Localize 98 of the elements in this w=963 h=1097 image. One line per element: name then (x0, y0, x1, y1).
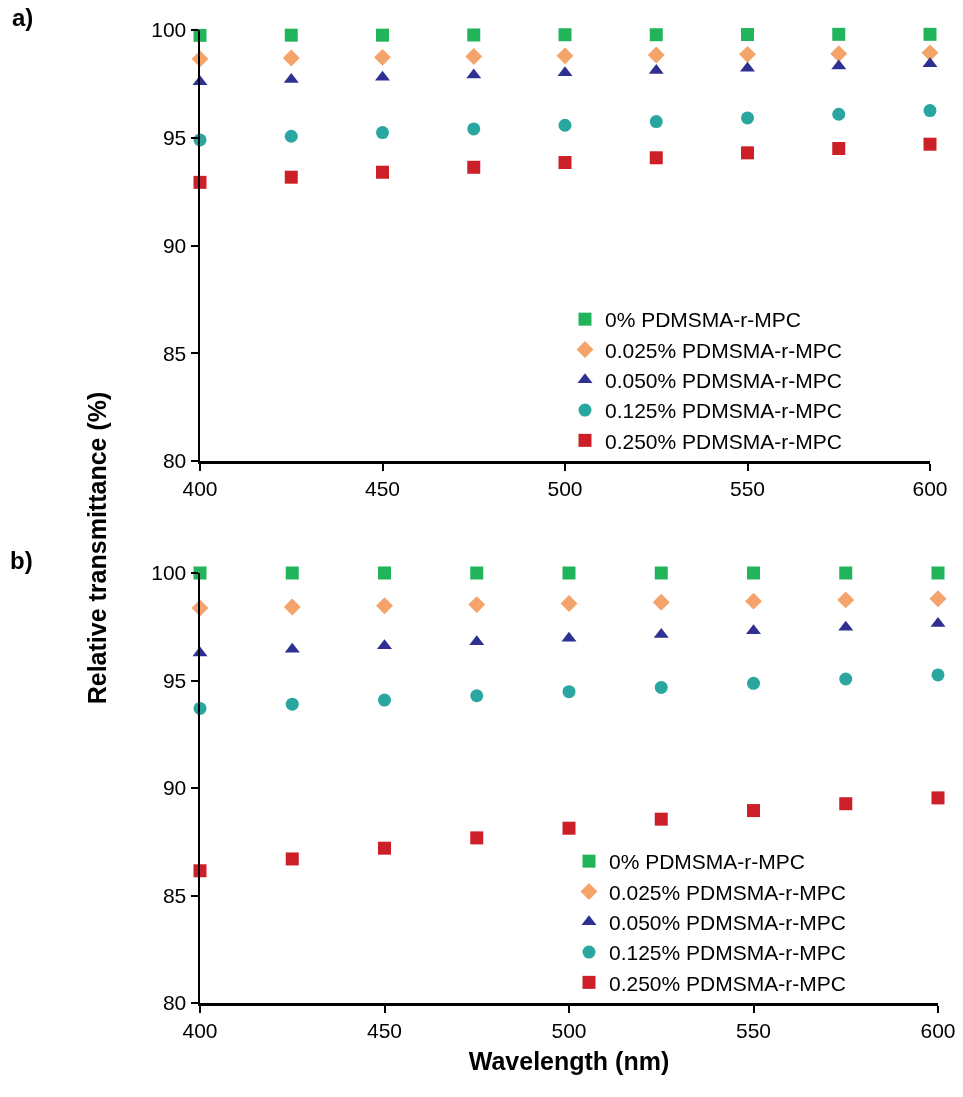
point (376, 597, 393, 615)
point (285, 566, 299, 580)
point (923, 27, 937, 41)
x-tick-label: 550 (729, 476, 766, 500)
point (467, 28, 481, 42)
point (285, 852, 299, 866)
point (747, 566, 760, 580)
point (652, 593, 670, 611)
point (467, 122, 481, 136)
point (468, 596, 486, 614)
point (562, 685, 576, 699)
point (747, 804, 760, 818)
y-tick-label: 90 (162, 233, 187, 257)
point (378, 566, 391, 580)
point (839, 566, 853, 580)
point (376, 126, 389, 140)
point (931, 566, 945, 580)
point (467, 160, 481, 174)
point (284, 129, 298, 143)
point (562, 821, 576, 835)
legend-label: 0.125% PDMSMA-r-MPC (605, 399, 842, 423)
text: a) (12, 4, 34, 31)
x-tick-label: 450 (366, 1018, 403, 1042)
point (647, 46, 665, 64)
point (558, 156, 572, 170)
legend-label: 0.250% PDMSMA-r-MPC (605, 429, 842, 453)
point (470, 831, 484, 845)
point (923, 137, 937, 151)
legend-label: 0.025% PDMSMA-r-MPC (609, 880, 846, 904)
x-tick-label: 500 (551, 1018, 587, 1042)
point (931, 668, 945, 682)
point (832, 27, 846, 41)
x-tick-label: 600 (920, 1018, 956, 1042)
point (378, 693, 391, 707)
point (284, 28, 298, 42)
point (374, 48, 391, 66)
x-tick-label: 600 (912, 476, 948, 500)
point (739, 45, 756, 63)
point (921, 44, 939, 62)
y-tick-label: 80 (162, 449, 187, 473)
point (654, 812, 668, 826)
point (376, 28, 389, 42)
point (283, 598, 301, 616)
point (378, 841, 391, 855)
point (839, 672, 853, 686)
y-tick-label: 90 (162, 776, 187, 800)
x-tick-label: 500 (547, 476, 583, 500)
point (745, 592, 762, 610)
legend-label: 0.250% PDMSMA-r-MPC (609, 971, 846, 995)
point (741, 111, 754, 125)
point (376, 165, 389, 179)
point (470, 566, 484, 580)
text: b) (10, 547, 33, 574)
point (282, 49, 300, 67)
y-axis-title: Relative transmittance (%) (82, 391, 112, 705)
point (649, 115, 663, 129)
point (929, 590, 947, 608)
point (747, 676, 760, 690)
y-tick-label: 100 (151, 561, 187, 585)
x-tick-label: 450 (364, 476, 401, 500)
y-tick-label: 100 (151, 18, 187, 42)
x-axis-title: Wavelength (nm) (468, 1046, 670, 1075)
point (465, 48, 483, 65)
point (832, 107, 846, 121)
legend-label: 0% PDMSMA-r-MPC (609, 850, 806, 874)
point (654, 680, 668, 694)
point (285, 697, 299, 711)
point (649, 151, 663, 165)
legend-label: 0% PDMSMA-r-MPC (605, 308, 802, 332)
point (830, 45, 848, 63)
y-tick-label: 85 (162, 341, 187, 365)
point (556, 47, 574, 65)
y-tick-label: 95 (162, 668, 187, 692)
legend-label: 0.050% PDMSMA-r-MPC (609, 910, 846, 934)
legend-label: 0.125% PDMSMA-r-MPC (609, 941, 846, 965)
point (741, 146, 754, 160)
y-tick-label: 85 (162, 883, 187, 907)
point (741, 28, 754, 42)
point (837, 591, 855, 609)
point (558, 28, 572, 42)
point (931, 791, 945, 805)
point (832, 142, 846, 156)
x-tick-label: 400 (182, 476, 218, 500)
y-tick-label: 80 (162, 991, 187, 1015)
y-tick-label: 95 (162, 126, 187, 150)
x-tick-label: 400 (182, 1018, 218, 1042)
x-tick-label: 550 (735, 1018, 772, 1042)
point (558, 118, 572, 132)
point (560, 595, 578, 612)
point (654, 566, 668, 580)
point (649, 28, 663, 42)
point (470, 689, 484, 703)
point (923, 104, 937, 118)
legend-label: 0.025% PDMSMA-r-MPC (605, 338, 842, 362)
point (839, 797, 853, 811)
legend-label: 0.050% PDMSMA-r-MPC (605, 368, 842, 392)
point (562, 566, 576, 580)
point (284, 170, 298, 184)
